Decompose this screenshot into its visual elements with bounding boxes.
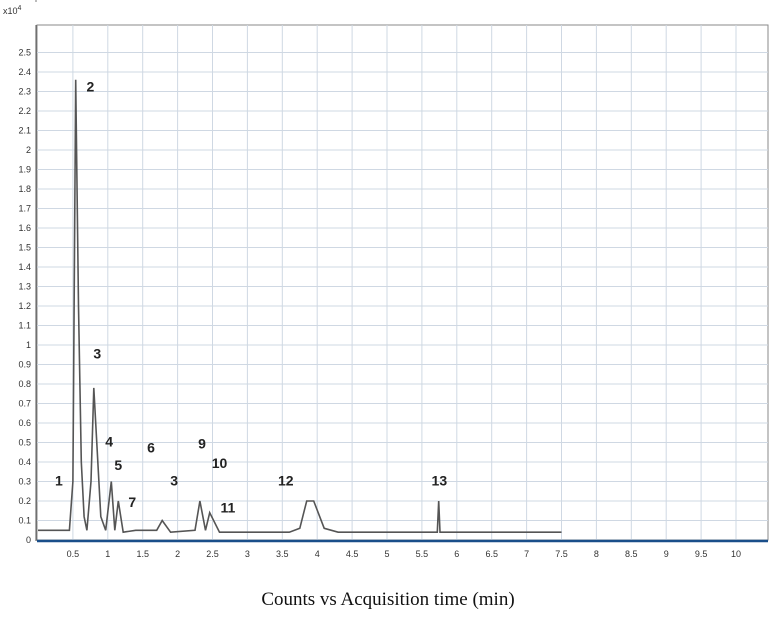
y-tick-label: 1.9 — [18, 165, 31, 175]
x-tick-label: 6 — [454, 549, 459, 559]
x-tick-label: 5.5 — [416, 549, 429, 559]
y-tick-label: 2.4 — [18, 67, 31, 77]
y-tick-label: 1.7 — [18, 204, 31, 214]
y-tick-label: 0.2 — [18, 496, 31, 506]
x-tick-label: 4.5 — [346, 549, 359, 559]
peak-label: 7 — [128, 494, 136, 510]
y-tick-label: 2.3 — [18, 87, 31, 97]
y-tick-label: 1 — [26, 340, 31, 350]
y-tick-label: 1.4 — [18, 262, 31, 272]
x-tick-label: 0.5 — [67, 549, 80, 559]
peak-label: 5 — [114, 457, 122, 473]
x-tick-label: 2.5 — [206, 549, 219, 559]
peak-label: 12 — [278, 472, 294, 488]
peak-label: 3 — [93, 346, 101, 362]
y-tick-label: 0.9 — [18, 360, 31, 370]
y-tick-label: 0.5 — [18, 438, 31, 448]
y-tick-label: 1.5 — [18, 243, 31, 253]
x-axis-ticks: 0.5 1 1.5 2 2.5 3 3.5 4 4.5 5 5.5 6 6.5 7 7.5 8 8.5 9 9.5 1… — [67, 549, 741, 559]
y-tick-label: 1.8 — [18, 184, 31, 194]
x-tick-label: 6.5 — [485, 549, 498, 559]
peak-label: 9 — [198, 435, 206, 451]
peak-label: 11 — [220, 500, 235, 516]
y-tick-label: 1.1 — [18, 321, 31, 331]
x-tick-label: 8 — [594, 549, 599, 559]
y-tick-label: 0.1 — [18, 516, 31, 526]
y-tick-label: 0.4 — [18, 457, 31, 467]
y-tick-label: 2 — [26, 145, 31, 155]
y-tick-label: 0 — [26, 535, 31, 545]
y-tick-label: 1.3 — [18, 282, 31, 292]
x-tick-label: 7 — [524, 549, 529, 559]
chromatogram-trace — [38, 79, 562, 534]
y-tick-label: 2.5 — [18, 48, 31, 58]
x-tick-label: 10 — [731, 549, 741, 559]
scale-multiplier: x104 — [3, 5, 22, 16]
x-tick-label: 4 — [315, 549, 320, 559]
x-axis-label: Counts vs Acquisition time (min) — [261, 589, 515, 610]
peak-label: 13 — [432, 472, 448, 488]
grid-lines — [37, 25, 768, 540]
y-tick-label: 1.6 — [18, 223, 31, 233]
x-tick-label: 5 — [384, 549, 389, 559]
peak-label: 6 — [147, 439, 155, 455]
peak-label: 4 — [105, 433, 113, 449]
y-tick-label: 2.2 — [18, 106, 31, 116]
peak-label: 2 — [86, 79, 94, 95]
x-tick-label: 3.5 — [276, 549, 289, 559]
peak-label: 10 — [212, 455, 228, 471]
x-tick-label: 3 — [245, 549, 250, 559]
peak-label: 3 — [170, 472, 178, 488]
x-tick-label: 7.5 — [555, 549, 568, 559]
x-tick-label: 9.5 — [695, 549, 708, 559]
x-tick-label: 9 — [664, 549, 669, 559]
plot-area — [36, 24, 769, 541]
peak-label: 1 — [55, 472, 63, 488]
y-tick-label: 0.6 — [18, 418, 31, 428]
y-tick-label: 0.7 — [18, 399, 31, 409]
chromatogram-chart: 0 0.1 0.2 0.3 0.4 0.5 0.6 0.7 0.8 0.9 1 1.1 1.2 1.3 1.… — [3, 0, 769, 559]
y-tick-label: 0.8 — [18, 379, 31, 389]
y-tick-label: 0.3 — [18, 477, 31, 487]
y-axis-ticks: 0 0.1 0.2 0.3 0.4 0.5 0.6 0.7 0.8 0.9 1 1.1 1.2 1.3 1.… — [18, 48, 31, 546]
y-tick-label: 2.1 — [18, 126, 31, 136]
x-tick-label: 8.5 — [625, 549, 638, 559]
x-tick-label: 1.5 — [136, 549, 149, 559]
x-tick-label: 2 — [175, 549, 180, 559]
y-tick-label: 1.2 — [18, 301, 31, 311]
x-tick-label: 1 — [105, 549, 110, 559]
